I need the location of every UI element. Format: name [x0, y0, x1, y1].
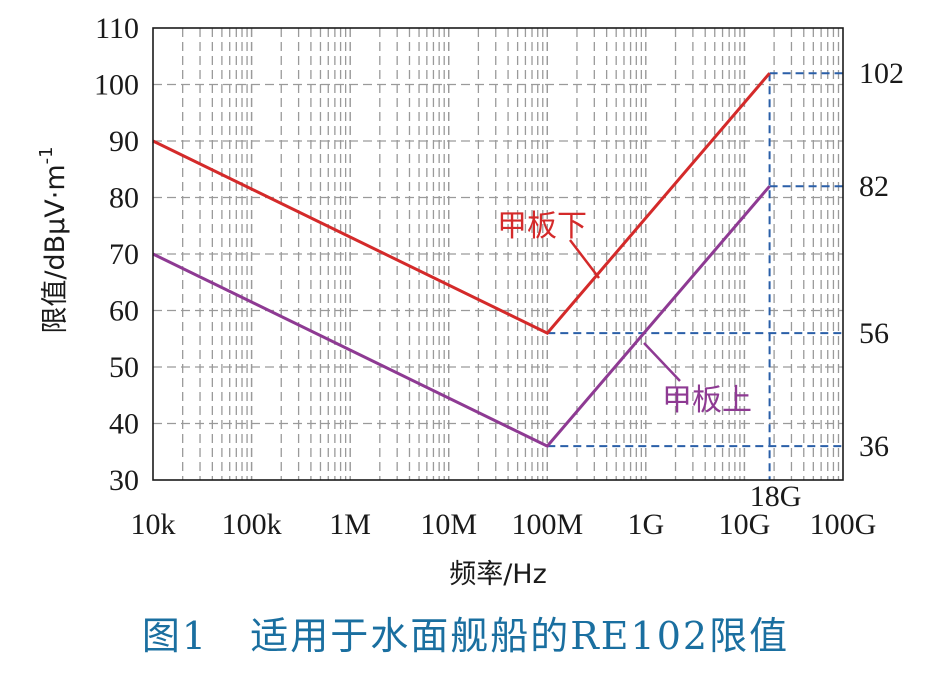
y-axis-title-group: 限值/dBμV·m-1	[36, 146, 71, 333]
x-tick-label: 1G	[628, 508, 665, 541]
leader-line-above-deck	[643, 342, 681, 382]
y-tick-label: 110	[95, 12, 139, 45]
reference-lines	[547, 72, 843, 480]
x-tick-label: 100M	[511, 508, 583, 541]
y-tick-label: 70	[109, 238, 139, 271]
leader-line-below-deck	[569, 239, 600, 279]
x-tick-label: 100G	[810, 508, 877, 541]
y-tick-label: 40	[109, 408, 139, 441]
y-tick-label: 100	[94, 69, 139, 102]
y-tick-label: 60	[109, 295, 139, 328]
series-line-below-deck	[152, 72, 771, 335]
reference-labels: 102 82 56 36 18G	[750, 57, 904, 513]
reference-level-label: 36	[859, 430, 889, 463]
y-tick-label: 30	[109, 464, 139, 497]
y-tick-labels: 30 40 50 60 70 80 90 100 110	[94, 12, 139, 497]
series-line-above-deck	[152, 185, 771, 448]
y-tick-label: 80	[109, 182, 139, 215]
reference-level-label: 82	[859, 170, 889, 203]
reference-frequency-label: 18G	[750, 480, 802, 513]
y-axis-title-superscript: -1	[36, 146, 57, 164]
plot-frame	[152, 27, 844, 481]
y-tick-label: 50	[109, 351, 139, 384]
series-group	[152, 72, 771, 448]
reference-level-label: 102	[859, 57, 904, 90]
figure-title: 适用于水面舰船的RE102限值	[250, 614, 790, 658]
x-tick-label: 10M	[420, 508, 477, 541]
x-tick-label: 10k	[131, 508, 176, 541]
y-tick-label: 90	[109, 125, 139, 158]
x-axis-title: 频率/Hz	[449, 559, 547, 590]
x-tick-label: 10G	[719, 508, 771, 541]
figure-caption: 图1 适用于水面舰船的RE102限值	[0, 605, 931, 660]
series-label-below-deck: 甲板下	[497, 209, 587, 244]
x-tick-label: 100k	[222, 508, 282, 541]
y-axis-title: 限值/dBμV·m-1	[36, 146, 71, 333]
reference-level-label: 56	[859, 317, 889, 350]
x-tick-labels: 10k 100k 1M 10M 100M 1G 10G 100G	[131, 508, 877, 541]
x-tick-label: 1M	[329, 508, 371, 541]
figure-number: 图1	[141, 614, 209, 658]
series-label-above-deck: 甲板上	[662, 383, 752, 418]
